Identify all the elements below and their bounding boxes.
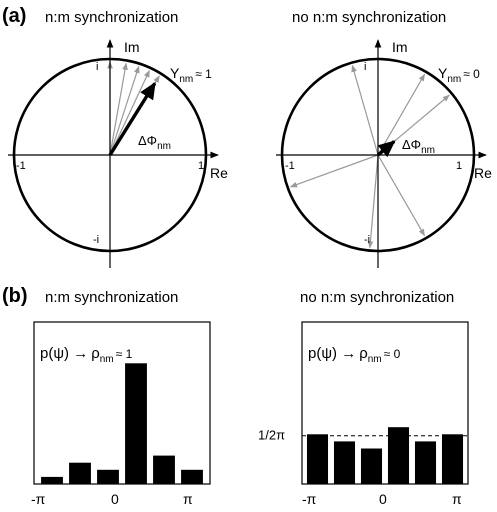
panel-a-left-title: n:m synchronization xyxy=(45,9,178,26)
phase-vector xyxy=(109,65,140,156)
re-label-left: Re xyxy=(210,165,228,181)
mean-phase-label-left: ΔΦnm xyxy=(138,133,171,152)
histogram-bar xyxy=(125,363,147,484)
tick-pi-left: π xyxy=(183,491,193,507)
histogram-bar xyxy=(387,427,410,484)
tick-neg-pi-left: -π xyxy=(31,491,46,507)
histogram-right: p(ψ) → ρnm ≈ 0 1/2π -π 0 π xyxy=(258,321,469,507)
phase-vector xyxy=(109,62,128,156)
panel-a-label: (a) xyxy=(2,5,26,27)
mean-arrow-left xyxy=(108,81,157,156)
histogram-bar xyxy=(97,469,119,484)
im-label-right: Im xyxy=(392,39,408,55)
histogram-bar xyxy=(153,455,175,484)
histogram-bar xyxy=(441,434,464,484)
phase-vector xyxy=(289,154,379,188)
bars-left xyxy=(41,363,203,484)
phase-vector xyxy=(367,154,379,249)
histogram-bar xyxy=(181,469,203,484)
tick-minus1-right: -1 xyxy=(285,160,295,172)
formula-right: p(ψ) → ρnm ≈ 0 xyxy=(308,345,401,365)
tick-minus-i-left: -i xyxy=(93,234,99,246)
histogram-bar xyxy=(414,441,437,484)
uniform-level-label: 1/2π xyxy=(258,428,285,443)
tick-i-left: i xyxy=(96,61,98,73)
stat-left: Υnm ≈ 1 xyxy=(170,65,212,85)
tick-i-right: i xyxy=(364,61,366,73)
panel-b-left-title: n:m synchronization xyxy=(45,289,178,306)
phase-vector xyxy=(351,64,379,156)
tick-1-right: 1 xyxy=(456,160,462,172)
histogram-frame-right xyxy=(301,321,469,485)
panel-b-label: (b) xyxy=(2,285,28,307)
tick-zero-right: 0 xyxy=(379,491,387,507)
phase-arrows-right xyxy=(289,64,450,249)
tick-pi-right: π xyxy=(452,491,462,507)
bars-right xyxy=(306,427,464,484)
tick-zero-left: 0 xyxy=(111,491,119,507)
histogram-bar xyxy=(306,434,329,484)
histogram-bar xyxy=(69,462,91,484)
tick-1-left: 1 xyxy=(198,160,204,172)
formula-left: p(ψ) → ρnm ≈ 1 xyxy=(40,345,133,365)
tick-neg-pi-right: -π xyxy=(302,491,317,507)
panel-b-right-title: no n:m synchronization xyxy=(300,289,454,306)
mean-arrow-right xyxy=(376,140,396,158)
stat-right: Υnm ≈ 0 xyxy=(438,65,480,85)
re-label-right: Re xyxy=(474,165,492,181)
histogram-frame-left xyxy=(33,321,211,485)
tick-minus-i-right: -i xyxy=(364,234,370,246)
complex-plane-right: Im Re 1 -1 i -i Υnm ≈ 0 ΔΦnm xyxy=(276,39,492,268)
histogram-bar xyxy=(41,476,63,484)
histogram-bar xyxy=(360,448,383,484)
mean-vector xyxy=(376,140,396,158)
mean-vector xyxy=(108,81,157,156)
mean-phase-label-right: ΔΦnm xyxy=(402,137,435,156)
phase-vector xyxy=(377,154,426,237)
tick-minus1-left: -1 xyxy=(16,160,26,172)
im-label-left: Im xyxy=(124,39,140,55)
histogram-left: p(ψ) → ρnm ≈ 1 -π 0 π xyxy=(31,321,211,507)
histogram-bar xyxy=(333,441,356,484)
panel-a-right-title: no n:m synchronization xyxy=(292,9,446,26)
complex-plane-left: Im Re 1 -1 i -i Υnm ≈ 1 ΔΦnm xyxy=(8,39,228,268)
